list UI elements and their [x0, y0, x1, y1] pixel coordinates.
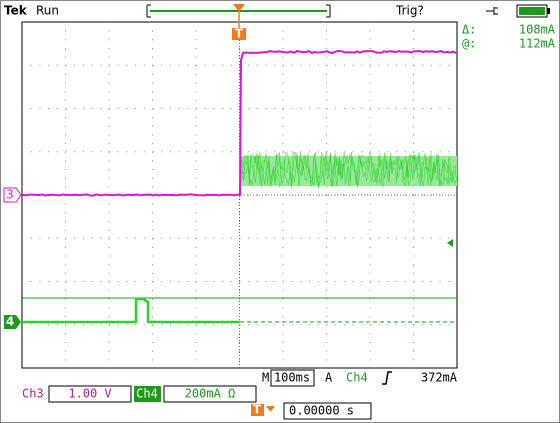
trigger-level-arrow: [447, 239, 453, 247]
ch4-marker-box: [4, 315, 21, 329]
record-bracket: [146, 4, 331, 18]
ch3-marker-box: [3, 187, 22, 203]
trigger-status: Trig?: [395, 4, 424, 18]
ch3-scale-box: [48, 385, 132, 403]
delta-value: 108mA: [519, 23, 556, 37]
trigger-position: 0.00000 s: [289, 404, 354, 418]
ch4-noise: [240, 151, 457, 189]
time-scale: 100ms: [274, 371, 310, 385]
ch4-trace: [22, 297, 240, 324]
ch4-label: Ch4: [136, 387, 158, 401]
ch3-scale: 1.00 V: [68, 387, 111, 401]
trigger-pos-arrow: [233, 4, 245, 12]
time-box: [270, 369, 315, 387]
brand: Tek: [4, 4, 28, 18]
ch4-label-box: [134, 386, 161, 402]
trigger-marker-box: [232, 28, 246, 40]
noise-trace: [240, 151, 457, 189]
svg-text:T: T: [253, 403, 262, 417]
noise-trace: [240, 151, 457, 188]
ch4-scale-box: [163, 385, 257, 403]
delta-label: Δ:: [462, 23, 476, 37]
run-status: Run: [36, 4, 59, 18]
trigger-mode: A: [325, 371, 333, 385]
at-label: @:: [462, 37, 476, 51]
trigger-marker: T: [235, 27, 244, 41]
ch4-marker: 4: [6, 315, 14, 329]
trigger-source: Ch4: [346, 371, 368, 385]
trigger-slope: [382, 371, 392, 385]
ch3-marker: 3: [6, 188, 14, 202]
trigger-offset-icon: T: [251, 403, 275, 417]
ch3-trace: [22, 49, 457, 197]
power-icon: [486, 4, 550, 18]
noise-trace: [240, 151, 457, 188]
time-label: M: [262, 371, 269, 385]
ch4-scale: 200mA Ω: [185, 387, 236, 401]
at-value: 112mA: [519, 37, 556, 51]
trigger-level: 372mA: [421, 371, 458, 385]
ch3-label: Ch3: [22, 387, 44, 401]
trigger-position-box: [283, 402, 372, 420]
